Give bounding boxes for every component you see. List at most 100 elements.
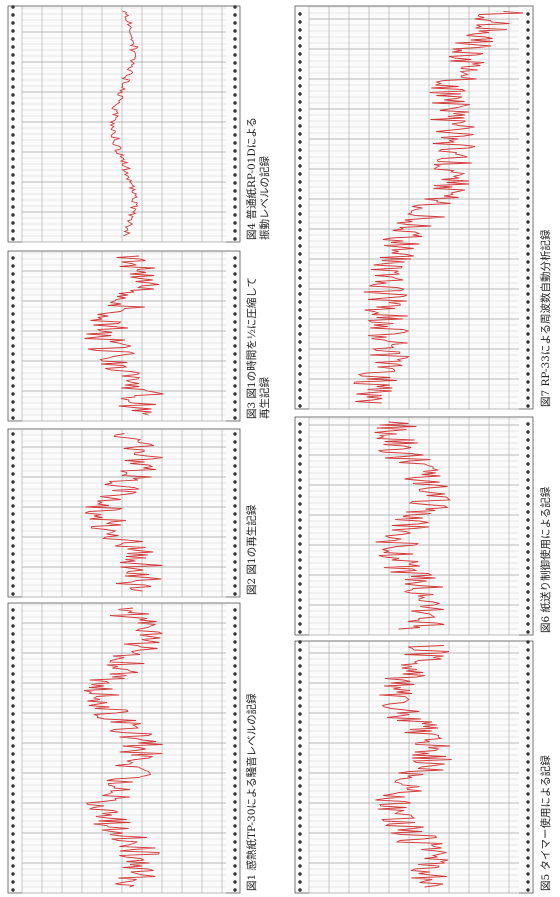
perforation	[298, 768, 302, 772]
perforation	[11, 77, 15, 81]
perforation	[11, 856, 15, 860]
perforation	[233, 848, 237, 852]
perforation	[526, 486, 530, 490]
perforation	[233, 688, 237, 692]
perforation	[233, 384, 237, 388]
perforation	[298, 510, 302, 514]
perforation	[233, 312, 237, 316]
perforation	[11, 728, 15, 732]
perforation	[233, 368, 237, 372]
perforation	[298, 704, 302, 708]
perforation	[11, 408, 15, 412]
paper	[7, 250, 241, 422]
perforation	[11, 840, 15, 844]
perforation	[298, 590, 302, 594]
trace	[375, 645, 452, 888]
perforation	[526, 140, 530, 144]
perforation	[233, 205, 237, 209]
perforation	[526, 332, 530, 336]
perforation	[526, 404, 530, 408]
perforation	[233, 304, 237, 308]
perforation	[526, 494, 530, 498]
perforation	[233, 117, 237, 121]
perforation	[11, 312, 15, 316]
perforation	[526, 292, 530, 296]
perforation	[233, 141, 237, 145]
perforation	[233, 376, 237, 380]
perforation	[233, 328, 237, 332]
perforation	[233, 560, 237, 564]
perforation	[233, 544, 237, 548]
perforation	[11, 680, 15, 684]
perforation	[298, 640, 302, 644]
perforation	[526, 630, 530, 634]
figure	[294, 640, 534, 894]
perforation	[233, 512, 237, 516]
perforation	[298, 526, 302, 530]
perforation	[233, 712, 237, 716]
perforation	[298, 542, 302, 546]
perforation	[526, 872, 530, 876]
trace	[84, 433, 163, 592]
perforation	[11, 256, 15, 260]
perforation	[233, 69, 237, 73]
perforation	[11, 848, 15, 852]
perforation	[298, 656, 302, 660]
perforation	[298, 720, 302, 724]
perforation	[233, 768, 237, 772]
perforation	[526, 388, 530, 392]
perforation	[233, 608, 237, 612]
perforation	[11, 344, 15, 348]
perforation	[298, 156, 302, 160]
perforation	[526, 204, 530, 208]
perforation	[233, 552, 237, 556]
perforation	[526, 864, 530, 868]
perforation	[11, 536, 15, 540]
perforation	[298, 880, 302, 884]
caption: 図5 タイマー使用による記録	[540, 755, 553, 891]
perforation	[11, 280, 15, 284]
perforation	[233, 29, 237, 33]
perforation	[233, 416, 237, 420]
perforation	[233, 464, 237, 468]
perforation	[526, 558, 530, 562]
perforation	[233, 568, 237, 572]
perforation	[526, 244, 530, 248]
perforation	[526, 92, 530, 96]
perforation	[11, 360, 15, 364]
perforation	[298, 68, 302, 72]
perforation	[11, 352, 15, 356]
perforation	[11, 229, 15, 233]
perforation	[11, 824, 15, 828]
perforation	[298, 396, 302, 400]
perforation	[526, 784, 530, 788]
perforation	[298, 292, 302, 296]
trace	[109, 10, 139, 237]
perforation	[298, 36, 302, 40]
perforation	[11, 157, 15, 161]
perforation	[526, 808, 530, 812]
perforation	[11, 29, 15, 33]
perforation	[11, 101, 15, 105]
perforation	[526, 324, 530, 328]
perforation	[11, 37, 15, 41]
perforation	[11, 464, 15, 468]
perforation	[233, 237, 237, 241]
perforation	[526, 430, 530, 434]
perforation	[11, 752, 15, 756]
perforation	[298, 776, 302, 780]
perforation	[233, 229, 237, 233]
perforation	[233, 181, 237, 185]
perforation	[233, 488, 237, 492]
perforation	[233, 45, 237, 49]
perforation	[233, 280, 237, 284]
caption: 図2 図1の再生記録	[246, 505, 259, 595]
perforation	[298, 220, 302, 224]
perforation	[233, 13, 237, 17]
perforation	[526, 728, 530, 732]
perforation	[11, 272, 15, 276]
perforation	[11, 416, 15, 420]
perforation	[298, 332, 302, 336]
perforation	[526, 478, 530, 482]
figure	[294, 416, 534, 636]
